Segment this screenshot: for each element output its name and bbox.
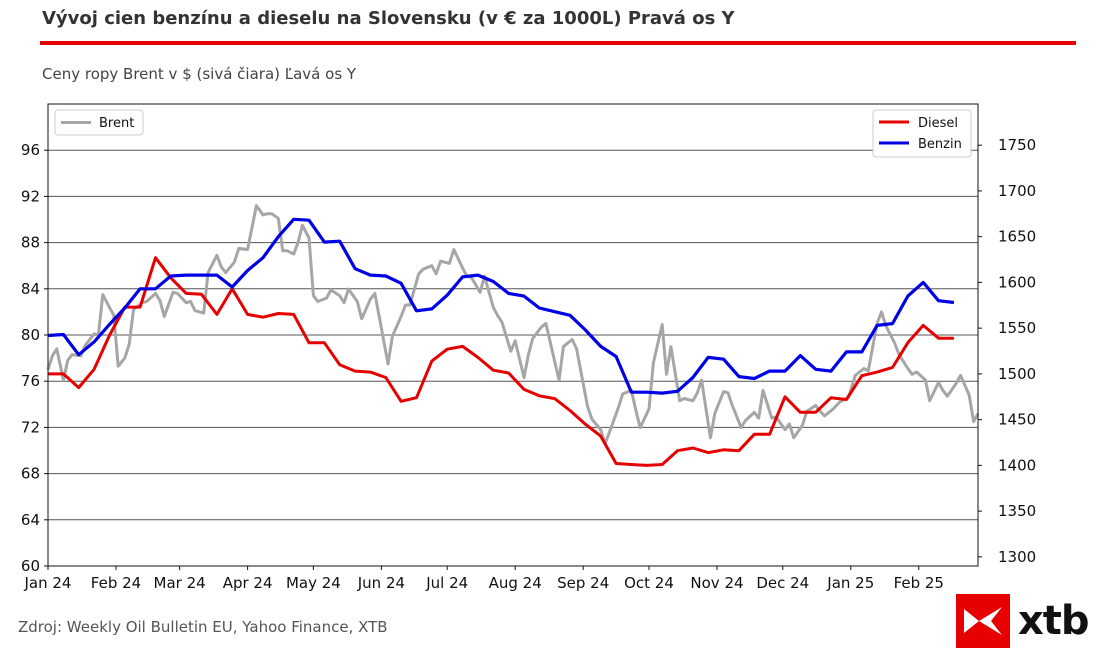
y-right-tick-label: 1750 bbox=[998, 136, 1036, 154]
y-left-tick-label: 72 bbox=[21, 418, 40, 436]
plot-frame bbox=[47, 103, 979, 567]
y-left-tick-label: 88 bbox=[21, 234, 40, 252]
y-left-tick-label: 60 bbox=[21, 557, 40, 575]
xtb-logo-text: xtb bbox=[1018, 598, 1090, 644]
y-right-tick-label: 1300 bbox=[998, 548, 1036, 566]
x-tick-label: Jan 24 bbox=[24, 574, 72, 592]
source-note: Zdroj: Weekly Oil Bulletin EU, Yahoo Fin… bbox=[18, 618, 388, 636]
x-tick-label: Jan 25 bbox=[826, 574, 874, 592]
x-tick-label: Dec 24 bbox=[756, 574, 809, 592]
legend-left-box bbox=[54, 109, 144, 136]
title-underline bbox=[40, 41, 1076, 45]
x-tick-label: Nov 24 bbox=[690, 574, 743, 592]
legend-label-benzin: Benzin bbox=[918, 137, 962, 152]
legend-label-brent: Brent bbox=[99, 116, 134, 131]
xtb-logo-mark-icon bbox=[956, 594, 1010, 648]
chart-subtitle: Ceny ropy Brent v $ (sivá čiara) Ľavá os… bbox=[42, 65, 357, 83]
x-tick-label: Jun 24 bbox=[357, 574, 405, 592]
x-tick-label: May 24 bbox=[286, 574, 341, 592]
x-tick-label: Apr 24 bbox=[223, 574, 273, 592]
y-left-tick-label: 96 bbox=[21, 141, 40, 159]
series-line-brent bbox=[46, 204, 980, 446]
x-tick-label: Aug 24 bbox=[489, 574, 542, 592]
x-tick-label: Feb 24 bbox=[91, 574, 141, 592]
y-right-tick-label: 1700 bbox=[998, 182, 1036, 200]
y-right-tick-label: 1500 bbox=[998, 365, 1036, 383]
y-right-tick-label: 1600 bbox=[998, 273, 1036, 291]
y-right-tick-label: 1350 bbox=[998, 502, 1036, 520]
y-left-tick-label: 84 bbox=[21, 280, 40, 298]
x-tick-label: Oct 24 bbox=[624, 574, 674, 592]
series-line-benzin bbox=[47, 217, 955, 395]
y-right-tick-label: 1450 bbox=[998, 411, 1036, 429]
x-tick-label: Mar 24 bbox=[154, 574, 206, 592]
series-line-diesel bbox=[48, 256, 954, 467]
y-right-tick-label: 1650 bbox=[998, 228, 1036, 246]
legend-label-diesel: Diesel bbox=[918, 116, 958, 131]
x-tick-label: Jul 24 bbox=[425, 574, 468, 592]
chart-title: Vývoj cien benzínu a dieselu na Slovensk… bbox=[42, 8, 735, 29]
x-tick-label: Sep 24 bbox=[557, 574, 609, 592]
y-left-tick-label: 92 bbox=[21, 187, 40, 205]
x-tick-label: Feb 25 bbox=[894, 574, 944, 592]
y-left-tick-label: 76 bbox=[21, 372, 40, 390]
y-left-tick-label: 68 bbox=[21, 465, 40, 483]
y-left-tick-label: 64 bbox=[21, 511, 40, 529]
y-right-tick-label: 1550 bbox=[998, 319, 1036, 337]
y-right-tick-label: 1400 bbox=[998, 456, 1036, 474]
xtb-logo: xtb bbox=[956, 594, 1090, 648]
y-left-tick-label: 80 bbox=[21, 326, 40, 344]
